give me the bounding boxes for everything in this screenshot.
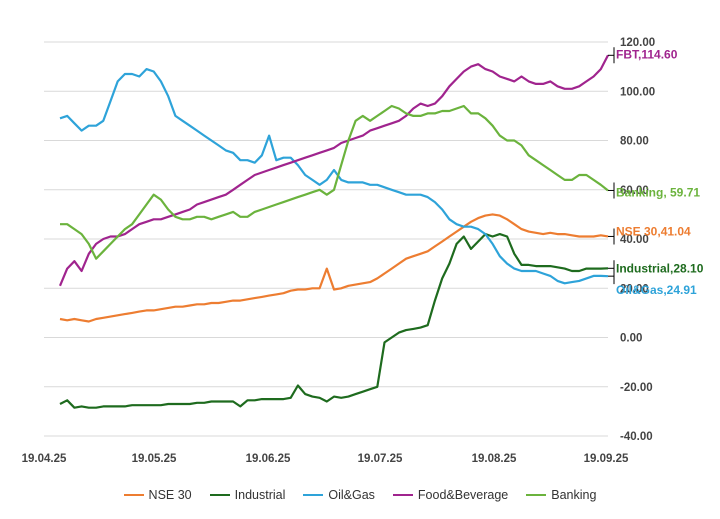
y-tick-label: 120.00 (620, 37, 655, 49)
series-end-label: NSE 30,41.04 (616, 224, 691, 238)
legend-item: Banking (526, 488, 596, 502)
x-tick-label: 19.07.25 (358, 453, 403, 465)
legend-label: Banking (551, 488, 597, 502)
series-end-label: Oil&Gas,24.91 (616, 283, 697, 297)
line-chart: 120.00 100.00 80.00 60.00 40.00 20.00 0.00 -20.… (22, 37, 704, 465)
y-tick-label: 60.00 (620, 185, 649, 197)
y-tick-label: 20.00 (620, 283, 649, 295)
y-tick-label: 80.00 (620, 136, 649, 148)
legend-item: NSE 30 (123, 488, 192, 502)
legend-swatch (303, 493, 324, 496)
legend-label: Oil&Gas (328, 488, 375, 502)
series-line-oil-gas (59, 68, 609, 285)
y-tick-label: -20.00 (620, 382, 653, 394)
legend-label: Industrial (234, 488, 286, 502)
x-tick-label: 19.05.25 (132, 453, 177, 465)
legend-swatch (526, 493, 547, 496)
y-tick-label: -40.00 (620, 431, 653, 443)
legend-swatch (392, 493, 413, 496)
series-line-banking (60, 104, 609, 260)
legend-item: Industrial (209, 488, 286, 502)
x-tick-label: 19.04.25 (22, 453, 67, 465)
legend-item: Food&Beverage (392, 488, 509, 502)
series-line-nse-30 (59, 213, 609, 323)
series-end-label: Industrial,28.10 (616, 261, 704, 275)
x-tick-label: 19.06.25 (246, 453, 291, 465)
legend-label: Food&Beverage (417, 488, 509, 502)
legend-item: Oil&Gas (303, 488, 375, 502)
series-line-food-beverage (58, 54, 609, 287)
series-end-label: Banking, 59.71 (616, 185, 700, 199)
legend-swatch (209, 493, 230, 496)
x-tick-label: 19.08.25 (472, 453, 517, 465)
y-tick-label: 40.00 (620, 234, 649, 246)
series-end-label: FBT,114.60 (616, 47, 678, 61)
legend-label: NSE 30 (148, 488, 192, 502)
series-line-industrial (59, 233, 609, 409)
y-tick-label: 100.00 (620, 86, 655, 98)
legend-swatch (123, 493, 144, 496)
x-tick-label: 19.09.25 (584, 453, 629, 465)
y-tick-label: 0.00 (620, 333, 642, 345)
chart-legend: NSE 30 Industrial Oil&Gas Food&Beverage Bank… (0, 488, 720, 502)
